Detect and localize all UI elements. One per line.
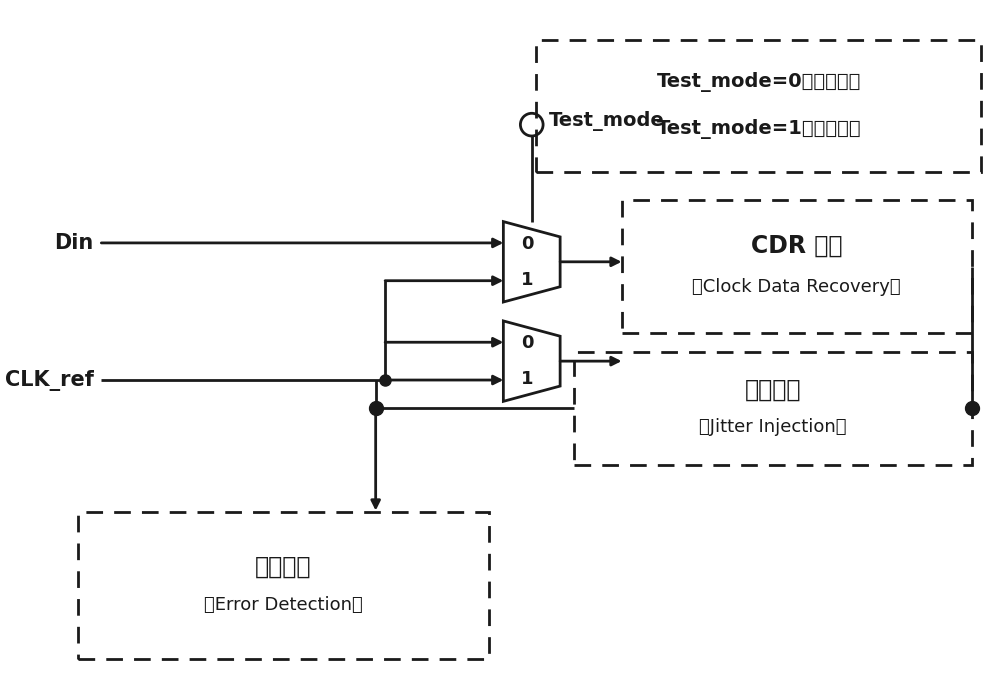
Text: （Clock Data Recovery）: （Clock Data Recovery） [692,278,901,296]
Text: 抖动注入: 抖动注入 [745,378,801,401]
Text: （Jitter Injection）: （Jitter Injection） [699,419,847,437]
Text: 1: 1 [521,370,534,388]
Text: 误码检测: 误码检测 [255,555,312,579]
Text: 0: 0 [521,235,534,253]
Text: （Error Detection）: （Error Detection） [204,596,363,614]
Text: CDR 电路: CDR 电路 [751,234,842,257]
Text: Test_mode=1，测试模式: Test_mode=1，测试模式 [656,120,861,139]
Text: Din: Din [55,233,94,253]
Text: Test_mode: Test_mode [549,111,665,131]
Text: CLK_ref: CLK_ref [5,370,94,390]
Text: 1: 1 [521,271,534,289]
Text: 0: 0 [521,334,534,352]
Text: Test_mode=0，正常模式: Test_mode=0，正常模式 [657,72,861,92]
